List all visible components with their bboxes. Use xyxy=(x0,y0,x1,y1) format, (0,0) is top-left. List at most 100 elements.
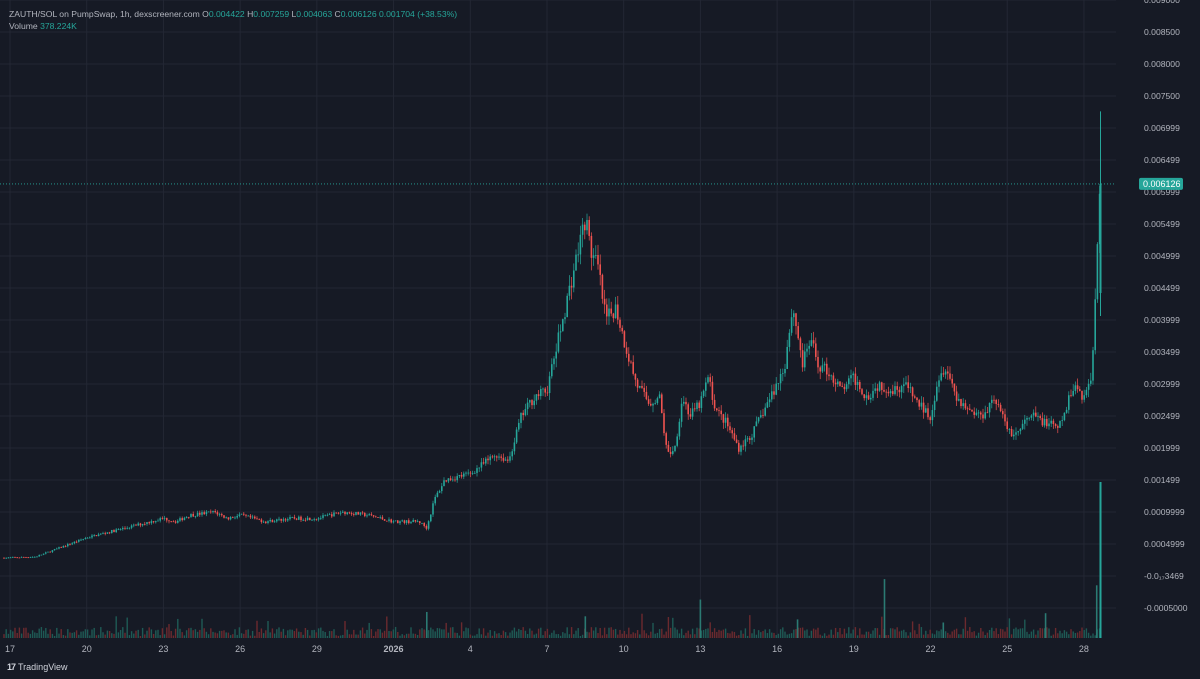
tradingview-name: TradingView xyxy=(18,662,68,672)
volume-bar xyxy=(907,635,909,638)
volume-bar xyxy=(540,627,542,638)
volume-bar xyxy=(779,629,782,638)
candle-body xyxy=(212,510,214,513)
candle-body xyxy=(370,514,373,516)
volume-bar xyxy=(905,632,907,638)
candle-body xyxy=(982,414,984,419)
legend-close: 0.006126 xyxy=(340,9,377,19)
volume-bar xyxy=(909,632,912,638)
volume-bar xyxy=(317,628,320,638)
candle-body xyxy=(995,399,997,405)
volume-bar xyxy=(210,628,212,638)
volume-bar xyxy=(845,633,848,638)
candle-body xyxy=(348,512,351,514)
volume-bar xyxy=(940,629,942,638)
candle-body xyxy=(894,386,896,395)
x-tick-label: 23 xyxy=(158,644,168,654)
volume-bar xyxy=(1004,631,1006,638)
volume-bar xyxy=(469,634,472,638)
volume-bar xyxy=(115,616,117,638)
volume-bar xyxy=(1063,630,1066,638)
volume-bar xyxy=(258,631,260,638)
candle-body xyxy=(599,264,601,275)
volume-bar xyxy=(82,631,84,638)
volume-bar xyxy=(898,631,901,638)
candle-body xyxy=(482,462,485,464)
volume-bar xyxy=(548,634,551,638)
candle-body xyxy=(317,518,320,520)
price-axis[interactable]: 0.009000 0.008500 0.008000 0.007500 0.006999… xyxy=(1144,0,1188,613)
volume-bar xyxy=(276,629,278,638)
candle-body xyxy=(533,400,535,406)
volume-bar xyxy=(337,635,340,638)
candle-body xyxy=(1081,390,1083,400)
candle-body xyxy=(1024,419,1026,424)
candle-body xyxy=(790,317,793,333)
volume-bar xyxy=(801,627,804,638)
volume-bar xyxy=(23,627,25,638)
tradingview-branding[interactable]: 17 TradingView xyxy=(7,662,68,672)
candle-body xyxy=(874,388,876,391)
candle-body xyxy=(529,400,531,403)
candle-body xyxy=(625,347,628,354)
candle-body xyxy=(498,456,500,458)
volume-bar xyxy=(203,628,205,638)
candle-body xyxy=(865,395,868,399)
volume-bar xyxy=(782,627,784,638)
volume-bar xyxy=(599,627,601,638)
volume-bar xyxy=(467,628,469,638)
volume-bar xyxy=(685,632,687,638)
legend: ZAUTH/SOL on PumpSwap, 1h, dexscreener.c… xyxy=(9,9,457,32)
volume-bar xyxy=(67,629,69,638)
candle-body xyxy=(434,496,436,504)
candle-body xyxy=(1057,426,1059,428)
candle-body xyxy=(392,521,395,523)
candle-body xyxy=(403,520,406,523)
candle-body xyxy=(944,371,947,375)
candle-body xyxy=(931,410,934,421)
candle-body xyxy=(522,412,524,416)
candles xyxy=(3,111,1102,559)
volume-bar xyxy=(832,634,835,638)
volume-bar xyxy=(773,632,775,638)
candle-body xyxy=(731,430,733,434)
volume-bar xyxy=(29,633,32,638)
volume-bar xyxy=(632,632,634,638)
candle-body xyxy=(130,525,133,528)
volume-bar xyxy=(482,628,485,638)
x-tick-label: 13 xyxy=(695,644,705,654)
volume-bar xyxy=(355,634,357,638)
volume-bar xyxy=(135,630,137,638)
candle-body xyxy=(119,529,122,530)
candle-body xyxy=(463,473,465,477)
candle-body xyxy=(711,381,714,400)
volume-bar xyxy=(295,628,298,638)
volume-bar xyxy=(465,627,467,638)
candle-body xyxy=(493,456,496,458)
volume-bar xyxy=(764,629,766,638)
candle-body xyxy=(192,513,194,517)
time-axis[interactable]: 17 20 23 26 29 2026 4 7 10 13 16 19 22 25 28 xyxy=(5,644,1089,654)
volume-bar xyxy=(982,631,984,638)
volume-bar xyxy=(705,628,707,638)
volume-bar xyxy=(278,627,280,638)
volume-bar xyxy=(896,627,898,638)
candle-body xyxy=(867,395,870,400)
volume-bar xyxy=(476,634,478,638)
volume-bar xyxy=(881,616,883,638)
candle-body xyxy=(344,511,346,515)
volume-bar xyxy=(421,628,423,638)
candle-body xyxy=(353,514,355,516)
candle-body xyxy=(614,304,617,319)
volume-bar xyxy=(958,634,960,638)
candle-body xyxy=(491,456,494,458)
volume-bar xyxy=(612,629,615,638)
legend-symbol: ZAUTH/SOL on PumpSwap, 1h, dexscreener.c… xyxy=(9,9,200,19)
candle-body xyxy=(53,549,56,551)
candle-body xyxy=(1099,183,1102,293)
candle-body xyxy=(152,521,155,523)
candle-body xyxy=(78,539,80,542)
volume-bar xyxy=(326,635,329,638)
candle-body xyxy=(863,394,865,399)
